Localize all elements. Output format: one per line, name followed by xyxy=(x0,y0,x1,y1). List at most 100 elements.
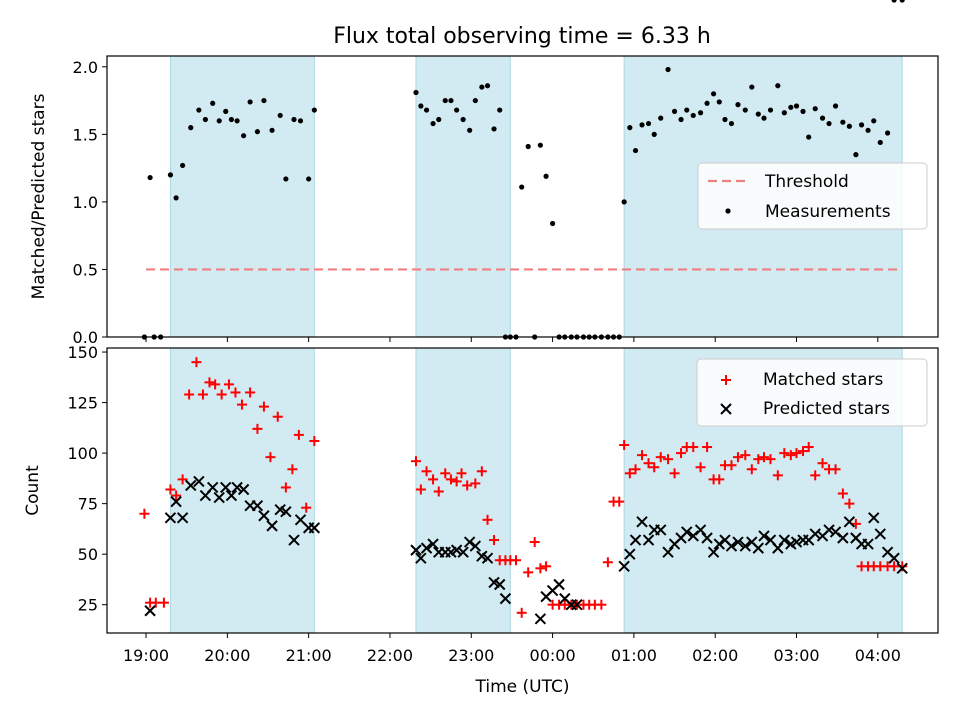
predicted-star-point xyxy=(499,592,512,605)
legend-predicted-label: Predicted stars xyxy=(763,399,890,419)
cross-b xyxy=(225,489,238,502)
y-tick-label: 25 xyxy=(78,596,98,615)
predicted-star-point xyxy=(420,542,433,554)
measurement-point xyxy=(749,84,755,90)
matched-star-point xyxy=(470,478,481,489)
cross-b xyxy=(618,560,630,573)
matched-star-point xyxy=(476,466,487,477)
cross-b xyxy=(266,520,278,532)
predicted-star-point xyxy=(571,598,583,611)
matched-star-point xyxy=(779,448,790,459)
predicted-star-point xyxy=(732,536,744,548)
matched-star-point xyxy=(184,389,195,400)
matched-star-point xyxy=(688,442,699,453)
measurement-point xyxy=(188,125,194,131)
matched-star-point xyxy=(421,466,432,477)
measurement-point xyxy=(884,130,891,136)
measurement-point xyxy=(684,107,690,113)
measurement-point xyxy=(479,84,485,90)
measurement-point xyxy=(665,66,671,73)
legend-box xyxy=(696,358,928,427)
predicted-star-point xyxy=(720,403,732,415)
matched-star-point xyxy=(602,557,613,568)
measurement-point xyxy=(413,89,419,96)
matched-star-point xyxy=(669,468,680,479)
predicted-star-point xyxy=(251,499,264,512)
measurement-point xyxy=(491,126,497,132)
cross-b xyxy=(636,516,648,528)
matched-star-point xyxy=(663,454,674,465)
matched-star-point xyxy=(523,567,534,578)
matched-star-point xyxy=(165,484,176,495)
x-tick-label: 03:00 xyxy=(773,646,819,665)
predicted-star-point xyxy=(662,546,674,558)
measurement-point xyxy=(277,112,283,119)
cross-b xyxy=(862,538,874,550)
measurement-point xyxy=(632,147,639,154)
measurement-point xyxy=(742,107,748,113)
cross-b xyxy=(251,499,264,512)
matched-star-point xyxy=(765,454,776,465)
measurement-point xyxy=(549,220,556,227)
measurement-point xyxy=(710,91,717,97)
cross-b xyxy=(294,514,307,526)
x-tick-label: 22:00 xyxy=(367,646,413,665)
predicted-star-point xyxy=(185,479,197,492)
legend-measurements-swatch xyxy=(725,208,731,214)
measurement-point xyxy=(840,119,846,125)
matched-star-point xyxy=(415,484,426,495)
cross-b xyxy=(427,538,439,550)
cross-b xyxy=(713,538,725,550)
cross-b xyxy=(746,536,758,548)
predicted-star-point xyxy=(681,526,693,538)
count-legend: Matched stars Predicted stars xyxy=(696,358,928,427)
cross-b xyxy=(185,479,197,492)
matched-star-point xyxy=(655,452,666,463)
matched-star-point xyxy=(810,470,821,481)
cross-b xyxy=(719,534,731,546)
x-tick-label: 20:00 xyxy=(204,646,250,665)
ratio-panel: 0.00.51.01.52.0 Matched/Predicted stars … xyxy=(29,0,939,347)
measurement-point xyxy=(228,116,235,123)
matched-star-point xyxy=(676,448,687,459)
measurement-point xyxy=(147,174,153,181)
predicted-star-point xyxy=(457,546,469,558)
matched-star-point xyxy=(482,514,493,525)
count-panel: 25 50 75 100 125 150 19:00 20:00 21:00 22:00 23:0… xyxy=(23,343,939,697)
matched-star-point xyxy=(529,537,540,548)
predicted-star-point xyxy=(896,562,908,575)
measurement-point xyxy=(793,103,800,109)
predicted-star-point xyxy=(450,544,463,556)
shaded-interval xyxy=(415,347,511,634)
matched-star-point xyxy=(177,474,188,485)
legend-threshold-label: Threshold xyxy=(764,172,849,192)
measurement-point xyxy=(543,173,549,179)
cross-b xyxy=(534,613,547,625)
predicted-star-point xyxy=(888,552,900,564)
matched-star-point xyxy=(649,462,660,473)
predicted-star-point xyxy=(843,516,856,528)
measurement-point xyxy=(472,97,478,104)
cross-b xyxy=(193,475,205,488)
cross-b xyxy=(629,534,642,546)
matched-star-point xyxy=(230,387,241,398)
cross-b xyxy=(642,534,655,546)
measurement-point xyxy=(853,152,859,158)
matched-star-point xyxy=(301,502,312,513)
matched-star-point xyxy=(139,508,150,519)
cross-b xyxy=(176,512,189,524)
predicted-star-point xyxy=(288,534,300,546)
measurement-point xyxy=(775,83,781,89)
matched-star-point xyxy=(740,450,751,461)
shaded-interval xyxy=(415,55,511,338)
predicted-star-point xyxy=(308,522,321,534)
measurement-point xyxy=(658,115,664,121)
matched-star-point xyxy=(510,555,521,566)
predicted-star-point xyxy=(193,475,205,488)
measurement-point xyxy=(283,176,289,182)
predicted-star-point xyxy=(415,552,427,564)
cross-b xyxy=(823,524,835,536)
matched-star-point xyxy=(746,464,757,475)
predicted-star-point xyxy=(481,552,494,564)
cross-b xyxy=(494,578,506,591)
